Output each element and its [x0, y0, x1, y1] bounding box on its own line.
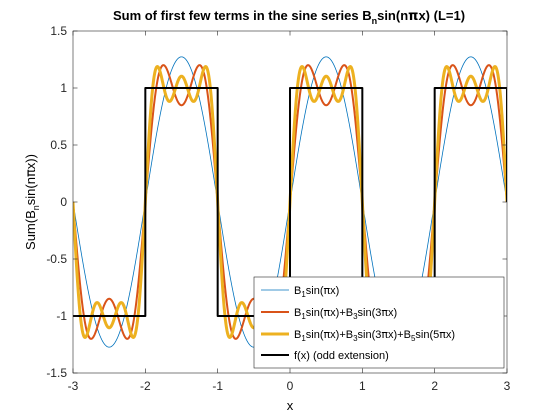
x-tick-label: 0	[287, 379, 294, 393]
y-tick-label: 0.5	[50, 138, 67, 152]
x-tick-label: 1	[359, 379, 366, 393]
x-tick-label: 3	[504, 379, 511, 393]
legend-entry-b1-b3-b5: B1sin(πx)+B3sin(3πx)+B5sin(5πx)	[261, 328, 455, 343]
legend-label: B1sin(πx)+B3sin(3πx)	[294, 306, 397, 321]
series-layer	[73, 56, 507, 348]
x-axis-label: x	[287, 398, 294, 413]
chart-title: Sum of first few terms in the sine serie…	[113, 8, 465, 26]
y-tick-label: -0.5	[46, 252, 67, 266]
x-tick-label: 2	[431, 379, 438, 393]
x-tick-label: -3	[68, 379, 79, 393]
legend-entry-b1-b3: B1sin(πx)+B3sin(3πx)	[261, 306, 397, 321]
x-tick-label: -2	[140, 379, 151, 393]
y-tick-label: 0	[60, 195, 67, 209]
y-tick-label: -1	[56, 309, 67, 323]
x-tick-label: -1	[212, 379, 223, 393]
y-tick-label: -1.5	[46, 366, 67, 380]
legend: B1sin(πx) B1sin(πx)+B3sin(3πx) B1sin(πx)+B…	[253, 276, 505, 369]
legend-label: B1sin(πx)	[294, 284, 339, 299]
legend-label: B1sin(πx)+B3sin(3πx)+B5sin(5πx)	[294, 328, 455, 343]
y-tick-label: 1	[60, 81, 67, 95]
ticks-layer: -3 -2 -1 0 1 2 3 -1.5 -1 -0.5 0 0.5 1 1.5	[46, 24, 510, 393]
legend-label: f(x) (odd extension)	[294, 350, 389, 362]
legend-entry-b1: B1sin(πx)	[261, 284, 339, 299]
legend-entry-f-odd: f(x) (odd extension)	[261, 350, 389, 362]
y-axis-label: Sum(Bnsin(nπx))	[23, 154, 41, 250]
y-tick-label: 1.5	[50, 24, 67, 38]
series-f-odd-extension-line	[73, 87, 507, 317]
legend-box	[253, 276, 505, 369]
